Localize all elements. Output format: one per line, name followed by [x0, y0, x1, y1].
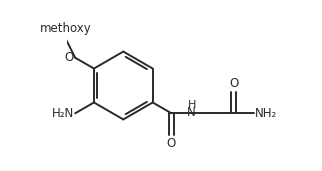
Text: methoxy: methoxy	[40, 22, 91, 35]
Text: O: O	[229, 77, 238, 90]
Text: N: N	[187, 106, 196, 119]
Text: O: O	[64, 51, 74, 64]
Text: H₂N: H₂N	[52, 107, 74, 120]
Text: O: O	[167, 137, 176, 150]
Text: NH₂: NH₂	[255, 107, 278, 120]
Text: H: H	[188, 101, 196, 110]
